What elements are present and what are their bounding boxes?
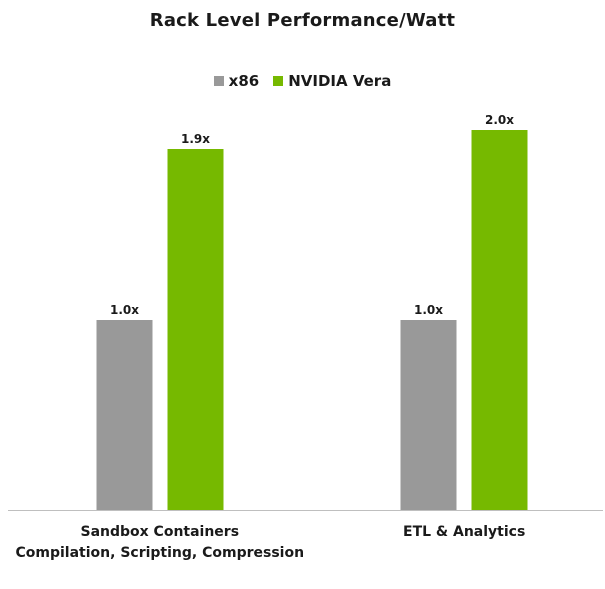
chart-title: Rack Level Performance/Watt <box>149 10 456 31</box>
category-label-etl-analytics: ETL & Analytics <box>403 522 525 543</box>
legend-swatch-nvidia-vera <box>273 76 284 86</box>
data-label: 1.9x <box>181 132 210 146</box>
data-label: 1.0x <box>414 303 443 317</box>
legend-entry-x86: x86 <box>213 72 260 90</box>
bar-nvidia-vera-1 <box>471 130 528 510</box>
legend-label-nvidia-vera: NVIDIA Vera <box>288 72 392 90</box>
bar-nvidia-vera-0 <box>167 149 224 510</box>
bar-x86-0 <box>96 320 153 510</box>
bar-x86-1 <box>400 320 457 510</box>
data-label: 1.0x <box>110 303 139 317</box>
legend-entry-nvidia-vera: NVIDIA Vera <box>273 72 391 90</box>
category-label-sandbox-containers: Sandbox Containers Compilation, Scriptin… <box>16 522 305 564</box>
chart-legend: x86 NVIDIA Vera <box>0 72 605 90</box>
category-label-line: ETL & Analytics <box>403 524 526 540</box>
data-label: 2.0x <box>485 113 514 127</box>
legend-swatch-x86 <box>213 76 224 86</box>
category-label-line: Sandbox Containers <box>80 524 240 540</box>
legend-label-x86: x86 <box>228 72 260 90</box>
category-label-line: Compilation, Scripting, Compression <box>15 545 305 561</box>
